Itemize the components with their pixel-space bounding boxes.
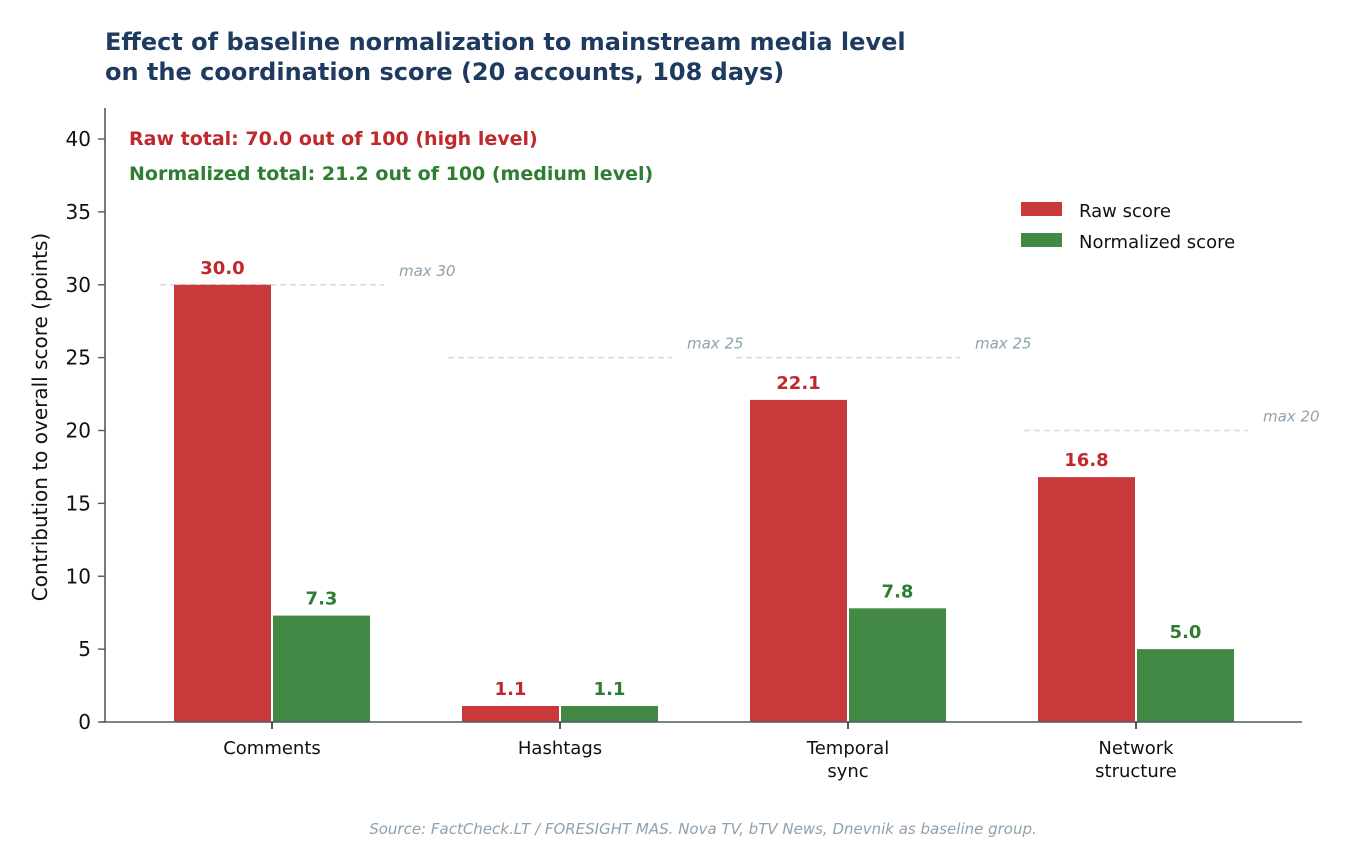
y-axis-label: Contribution to overall score (points) <box>28 233 52 601</box>
legend: Raw score Normalized score <box>1021 201 1235 253</box>
raw-total-annotation: Raw total: 70.0 out of 100 (high level) <box>129 128 538 150</box>
legend-swatch-normalized <box>1021 233 1062 247</box>
max-label: max 25 <box>975 335 1032 353</box>
y-tick-label: 15 <box>66 491 91 515</box>
value-label-normalized: 7.8 <box>882 581 914 602</box>
y-tick-label: 0 <box>78 710 91 734</box>
y-tick-label: 30 <box>66 273 91 297</box>
y-tick-label: 35 <box>66 200 91 224</box>
plot-area: max 30 max 25 max 25 max 20 30.0 1.1 22.1 16.8 7… <box>66 108 1320 782</box>
bar-raw <box>1038 477 1135 722</box>
max-label: max 30 <box>399 262 456 280</box>
x-tick-label: Comments <box>223 738 321 759</box>
value-label-raw: 16.8 <box>1064 450 1108 471</box>
x-tick-label: Temporal <box>806 738 889 759</box>
bar-normalized <box>561 705 658 722</box>
chart-title-line-1: Effect of baseline normalization to main… <box>105 28 906 56</box>
y-tick-label: 40 <box>66 127 91 151</box>
x-tick-label: Hashtags <box>518 738 602 759</box>
bar-raw <box>174 284 271 722</box>
y-tick-label: 10 <box>66 564 91 588</box>
y-tick-label: 5 <box>78 637 91 661</box>
value-label-normalized: 7.3 <box>306 589 338 610</box>
x-tick-label: sync <box>827 761 868 782</box>
max-label: max 25 <box>687 335 744 353</box>
bar-raw <box>462 705 559 722</box>
value-label-normalized: 5.0 <box>1170 622 1202 643</box>
bar-normalized <box>273 615 370 722</box>
source-note: Source: FactCheck.LT / FORESIGHT MAS. No… <box>369 820 1037 838</box>
max-label: max 20 <box>1263 408 1320 426</box>
y-tick-label: 25 <box>66 346 91 370</box>
value-label-raw: 22.1 <box>776 373 820 394</box>
y-tick-label: 20 <box>66 419 91 443</box>
bar-raw <box>750 399 847 722</box>
value-label-raw: 1.1 <box>495 679 527 700</box>
bar-normalized <box>1137 649 1234 722</box>
legend-label-raw: Raw score <box>1079 201 1171 222</box>
x-tick-label: structure <box>1095 761 1177 782</box>
value-label-raw: 30.0 <box>200 258 244 279</box>
bar-normalized <box>849 608 946 722</box>
legend-label-normalized: Normalized score <box>1079 232 1235 253</box>
normalized-total-annotation: Normalized total: 21.2 out of 100 (mediu… <box>129 163 653 185</box>
legend-swatch-raw <box>1021 202 1062 216</box>
chart-title-line-2: on the coordination score (20 accounts, … <box>105 58 784 86</box>
value-label-normalized: 1.1 <box>594 679 626 700</box>
x-tick-label: Network <box>1098 738 1174 759</box>
